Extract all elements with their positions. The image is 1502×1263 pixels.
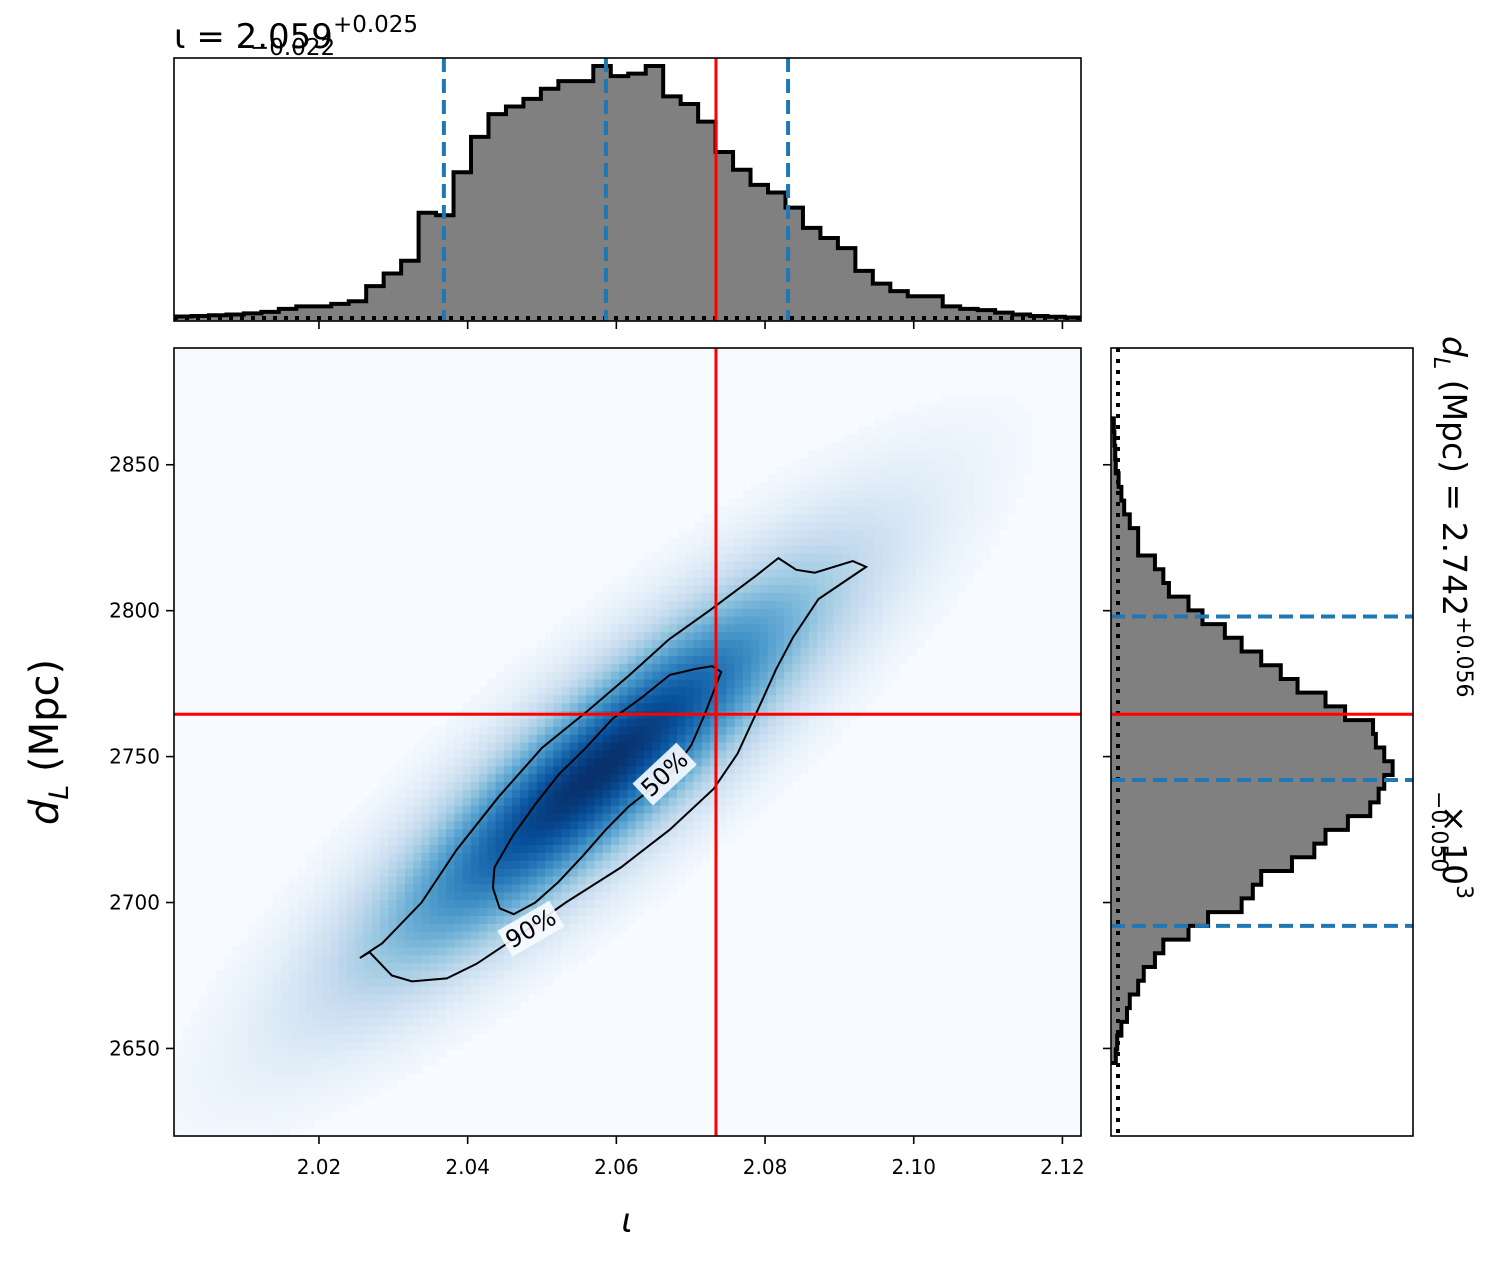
- contour-50-line: [491, 665, 723, 916]
- y-tick-label-0: 2650: [109, 1036, 160, 1060]
- contour-90-label-bg: [497, 900, 565, 957]
- y-axis-label: dL (Mpc): [22, 659, 75, 825]
- y-tick-label-4: 2850: [109, 453, 160, 477]
- y-tick-label-1: 2700: [109, 891, 160, 915]
- dL-marginal-panel: dL (Mpc) = 2.742+0.056 −0.050 × 103: [1103, 336, 1476, 1137]
- dL-title-sub: −0.050: [1426, 791, 1451, 872]
- x-tick-label-2: 2.06: [594, 1155, 639, 1179]
- iota-title: ι = 2.059+0.025: [174, 12, 418, 57]
- joint-density-frame: [173, 347, 1082, 1137]
- joint-density-panel: 50%90% 2.02 2.04 2.06 2.08 2.10 2.12265027002…: [22, 347, 1085, 1241]
- x-tick-label-4: 2.10: [891, 1155, 936, 1179]
- x-tick-label-3: 2.08: [743, 1155, 788, 1179]
- iota-title-sub: −0.022: [250, 35, 335, 61]
- y-tick-label-3: 2800: [109, 599, 160, 623]
- y-axis-label-unit: (Mpc): [22, 659, 68, 785]
- contour-50-label-bg: [632, 742, 697, 806]
- dL-hist-outline: [1111, 416, 1395, 1066]
- contour-90-line: [359, 556, 869, 983]
- iota-hist-outline: [174, 64, 1081, 321]
- dL-title: dL (Mpc) = 2.742+0.056: [1428, 336, 1476, 698]
- iota-marginal-panel: ι = 2.059+0.025 −0.022: [173, 12, 1082, 329]
- x-tick-label-1: 2.04: [445, 1155, 490, 1179]
- dL-title-scale: × 103: [1435, 805, 1476, 899]
- dL-hist-fill: [1111, 418, 1393, 1064]
- y-tick-label-2: 2750: [109, 745, 160, 769]
- iota-marginal-frame: [173, 57, 1082, 322]
- iota-hist-fill: [174, 66, 1081, 321]
- x-tick-label-0: 2.02: [297, 1155, 342, 1179]
- dL-marginal-frame: [1110, 347, 1414, 1137]
- x-axis-label: ι: [621, 1201, 633, 1241]
- x-tick-label-5: 2.12: [1040, 1155, 1085, 1179]
